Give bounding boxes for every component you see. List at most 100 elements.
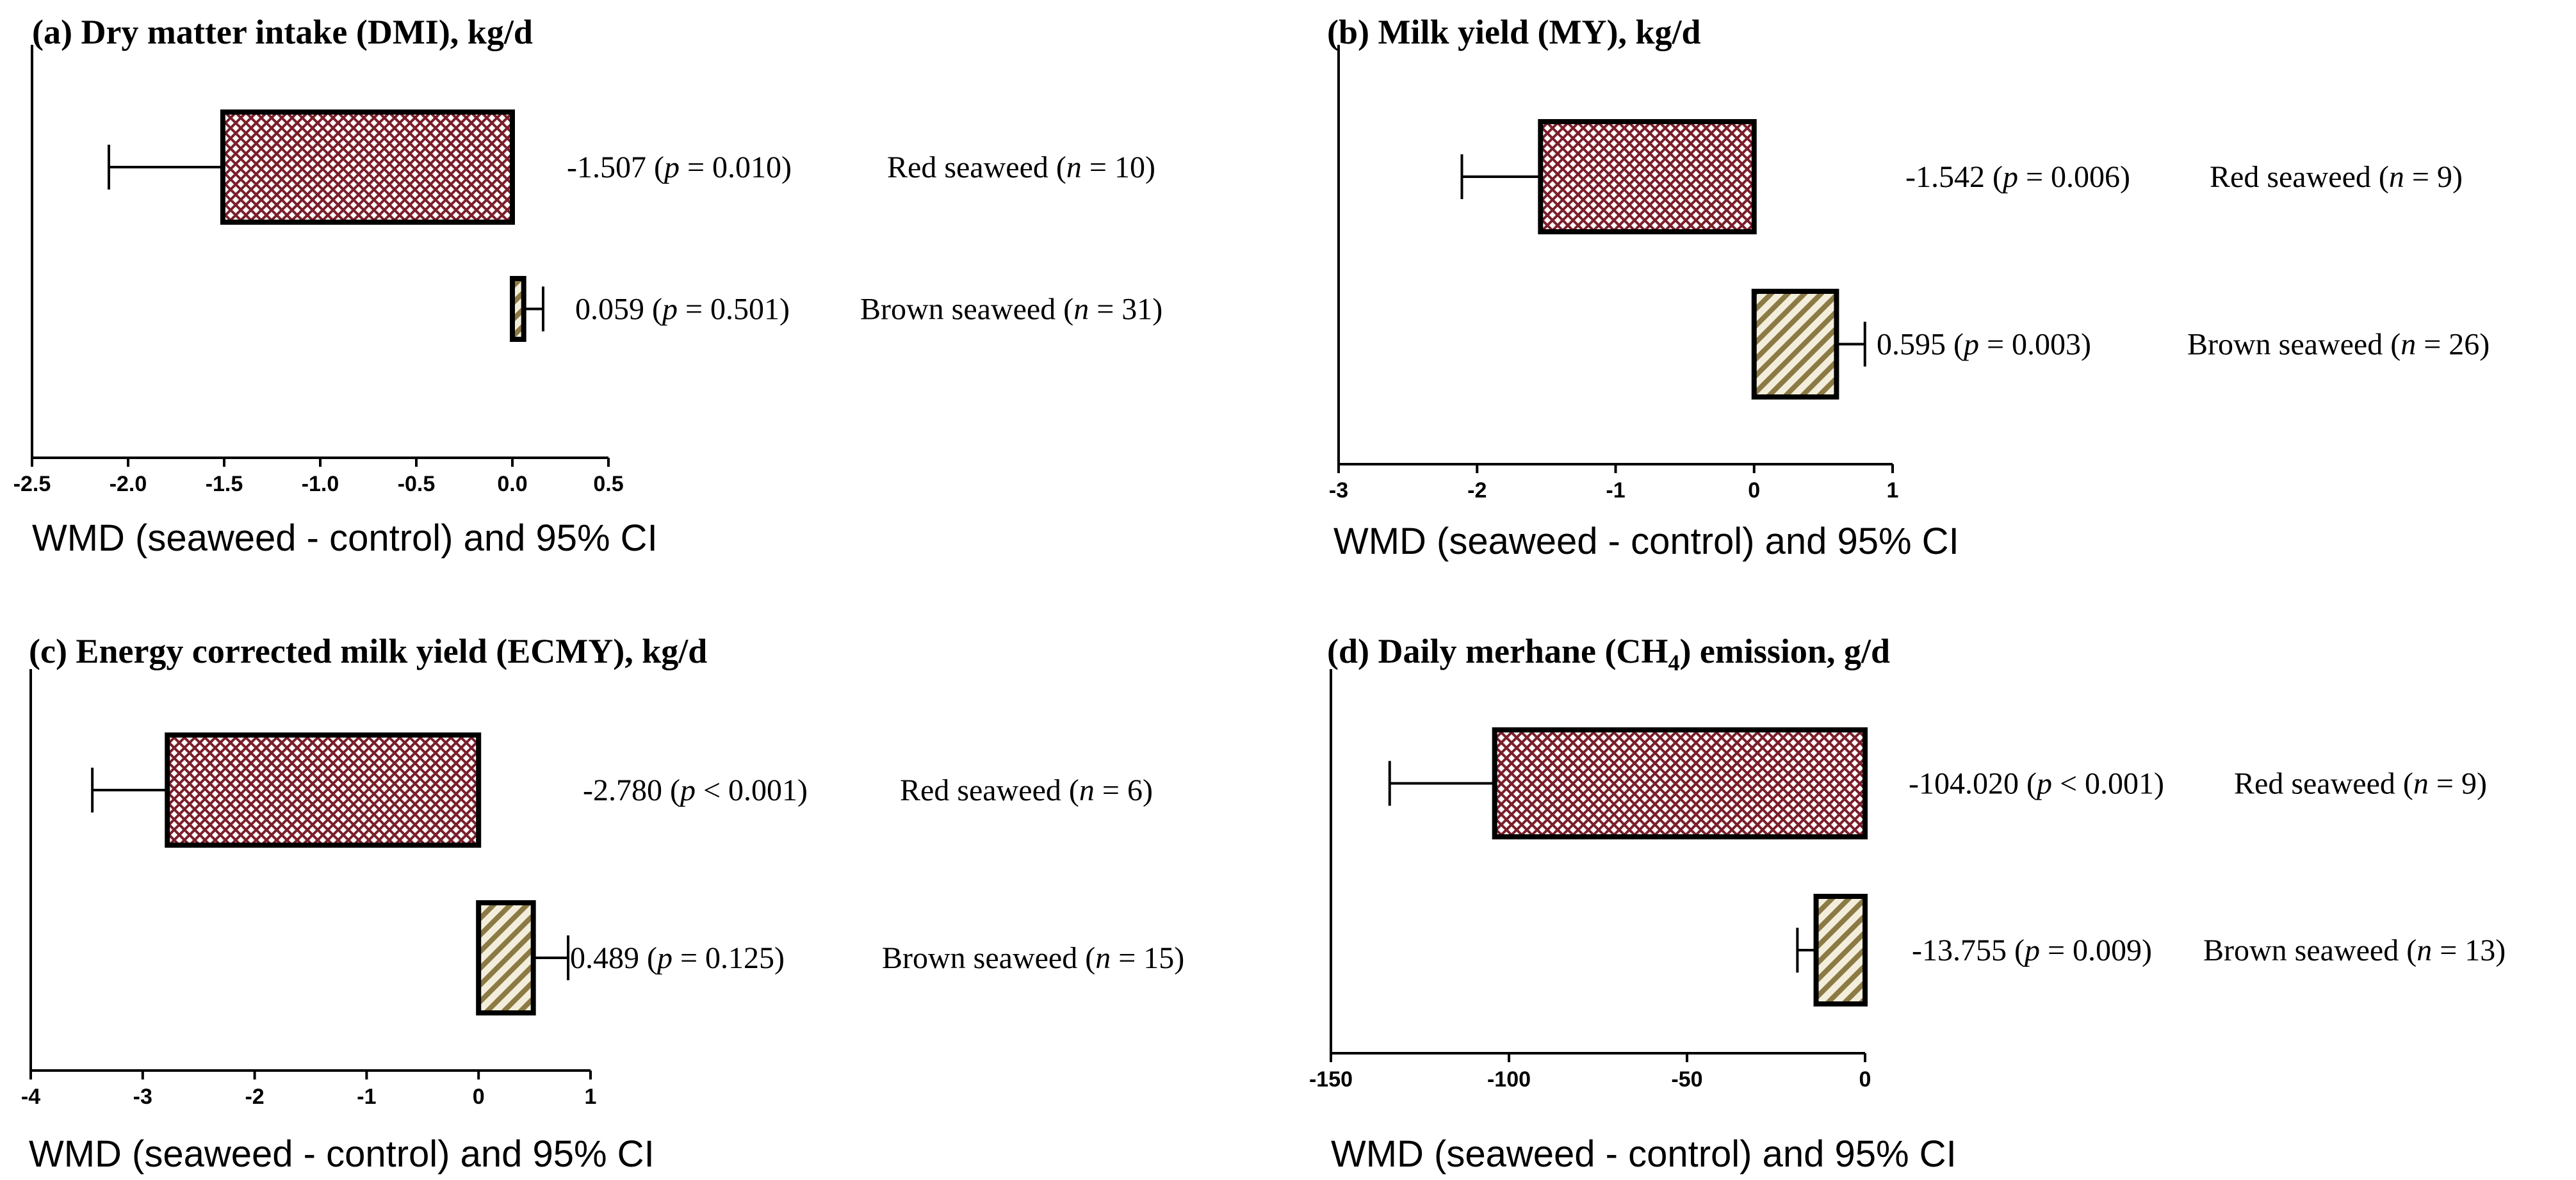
- n-value: = 26): [2416, 328, 2490, 362]
- value-label: 0.489 (p = 0.125): [570, 941, 785, 975]
- category-name: Brown seaweed (: [860, 293, 1073, 327]
- p-value: = 0.125): [673, 941, 785, 975]
- category-name: Brown seaweed (: [2187, 328, 2401, 362]
- category-name: Red seaweed (: [900, 773, 1079, 807]
- panel-a: (a) Dry matter intake (DMI), kg/d -2.5 -2…: [13, 13, 1163, 559]
- bar-red-seaweed: [220, 109, 515, 225]
- x-axis-label: WMD (seaweed - control) and 95% CI: [1333, 521, 1959, 562]
- bar-brown-seaweed: [510, 276, 526, 342]
- value-number: -1.507 (: [567, 150, 664, 184]
- n-value: = 6): [1095, 773, 1153, 807]
- x-tick-label: -3: [1329, 478, 1348, 503]
- n-value: = 9): [2429, 767, 2487, 801]
- chart-title-main: (d) Daily merhane (CH: [1327, 632, 1668, 670]
- category-label: Brown seaweed (n = 26): [2187, 328, 2490, 362]
- category-name: Red seaweed (: [2210, 160, 2389, 194]
- panel-d: (d) Daily merhane (CH4) emission, g/d -1…: [1309, 632, 2506, 1175]
- p-symbol: p: [660, 293, 678, 327]
- value-label: -1.507 (p = 0.010): [567, 150, 792, 184]
- n-symbol: n: [1095, 941, 1111, 975]
- n-value: = 9): [2404, 160, 2463, 194]
- value-number: -104.020 (: [1909, 767, 2037, 801]
- chart-title-rest: ) emission, g/d: [1679, 632, 1890, 670]
- category-label: Brown seaweed (n = 13): [2203, 933, 2506, 967]
- p-symbol: p: [1962, 328, 1979, 362]
- n-symbol: n: [1073, 293, 1089, 327]
- category-label: Brown seaweed (n = 15): [882, 941, 1184, 975]
- x-tick-label: -3: [133, 1085, 152, 1109]
- bar-red-seaweed: [165, 732, 482, 848]
- value-label: -104.020 (p < 0.001): [1909, 767, 2164, 801]
- p-symbol: p: [655, 941, 673, 975]
- x-tick-label: 1: [585, 1085, 597, 1109]
- x-tick-label: -1: [1606, 478, 1625, 503]
- category-label: Brown seaweed (n = 31): [860, 293, 1162, 327]
- chart-title: (b) Milk yield (MY), kg/d: [1327, 13, 1701, 51]
- bars: [108, 109, 544, 342]
- bars: [1460, 119, 1866, 400]
- x-ticks: -4 -3 -2 -1 0 1: [21, 1071, 597, 1109]
- p-value: = 0.010): [680, 150, 792, 184]
- x-ticks: -3 -2 -1 0 1: [1329, 464, 1898, 503]
- value-number: -13.755 (: [1912, 933, 2025, 967]
- x-tick-label: -2.5: [13, 472, 51, 496]
- category-name: Brown seaweed (: [882, 941, 1095, 975]
- chart-title-subscript: 4: [1668, 650, 1679, 675]
- x-tick-label: -2.0: [110, 472, 147, 496]
- n-symbol: n: [2389, 160, 2404, 194]
- category-label: Red seaweed (n = 6): [900, 773, 1153, 807]
- chart-title: (d) Daily merhane (CH4) emission, g/d: [1327, 632, 1890, 675]
- category-name: Brown seaweed (: [2203, 933, 2417, 967]
- p-value: < 0.001): [2052, 767, 2164, 801]
- x-tick-label: -0.5: [398, 472, 436, 496]
- category-label: Red seaweed (n = 9): [2210, 160, 2463, 194]
- x-tick-label: -100: [1487, 1067, 1531, 1092]
- n-value: = 13): [2432, 933, 2506, 967]
- value-label: -2.780 (p < 0.001): [583, 773, 808, 807]
- bar-red-seaweed: [1492, 727, 1868, 839]
- category-name: Red seaweed (: [2234, 767, 2413, 801]
- value-number: -1.542 (: [1905, 160, 2003, 194]
- p-value: < 0.001): [696, 773, 808, 807]
- annotations: -1.542 (p = 0.006) Red seaweed (n = 9)0.5…: [1877, 160, 2490, 362]
- x-axis-label: WMD (seaweed - control) and 95% CI: [32, 517, 658, 559]
- x-tick-label: -1.0: [302, 472, 339, 496]
- p-value: = 0.003): [1979, 328, 2091, 362]
- value-label: 0.595 (p = 0.003): [1877, 328, 2091, 362]
- n-value: = 31): [1089, 293, 1162, 327]
- x-tick-label: -1: [357, 1085, 376, 1109]
- bars: [1388, 727, 1868, 1006]
- value-number: 0.489 (: [570, 941, 657, 975]
- x-axis-label: WMD (seaweed - control) and 95% CI: [29, 1133, 655, 1175]
- category-label: Red seaweed (n = 10): [887, 150, 1155, 184]
- bar-brown-seaweed: [1751, 289, 1839, 400]
- bars: [91, 732, 570, 1015]
- annotations: -104.020 (p < 0.001) Red seaweed (n = 9) -…: [1909, 767, 2506, 968]
- annotations: -2.780 (p < 0.001) Red seaweed (n = 6)0.4…: [570, 773, 1184, 975]
- x-ticks: -2.5 -2.0 -1.5 -1.0 -0.5 0.0 0.5: [13, 458, 624, 496]
- value-number: 0.059 (: [575, 293, 662, 327]
- value-number: -2.780 (: [583, 773, 680, 807]
- p-value: = 0.009): [2040, 933, 2152, 967]
- n-symbol: n: [2401, 328, 2416, 362]
- x-tick-label: 0: [1748, 478, 1760, 503]
- value-label: -1.542 (p = 0.006): [1905, 160, 2130, 194]
- x-tick-label: -50: [1671, 1067, 1702, 1092]
- p-symbol: p: [678, 773, 696, 807]
- p-symbol: p: [2035, 767, 2052, 801]
- n-value: = 15): [1111, 941, 1184, 975]
- x-axis-label: WMD (seaweed - control) and 95% CI: [1331, 1133, 1957, 1175]
- annotations: -1.507 (p = 0.010) Red seaweed (n = 10)0.…: [567, 150, 1162, 327]
- x-tick-label: 0: [473, 1085, 485, 1109]
- n-symbol: n: [1079, 773, 1095, 807]
- n-symbol: n: [2413, 767, 2429, 801]
- x-tick-label: -4: [21, 1085, 40, 1109]
- x-tick-label: 0.0: [497, 472, 527, 496]
- p-symbol: p: [662, 150, 680, 184]
- n-symbol: n: [1066, 150, 1082, 184]
- x-tick-label: -150: [1309, 1067, 1353, 1092]
- value-number: 0.595 (: [1877, 328, 1964, 362]
- n-value: = 10): [1082, 150, 1155, 184]
- chart-title: (a) Dry matter intake (DMI), kg/d: [32, 13, 533, 51]
